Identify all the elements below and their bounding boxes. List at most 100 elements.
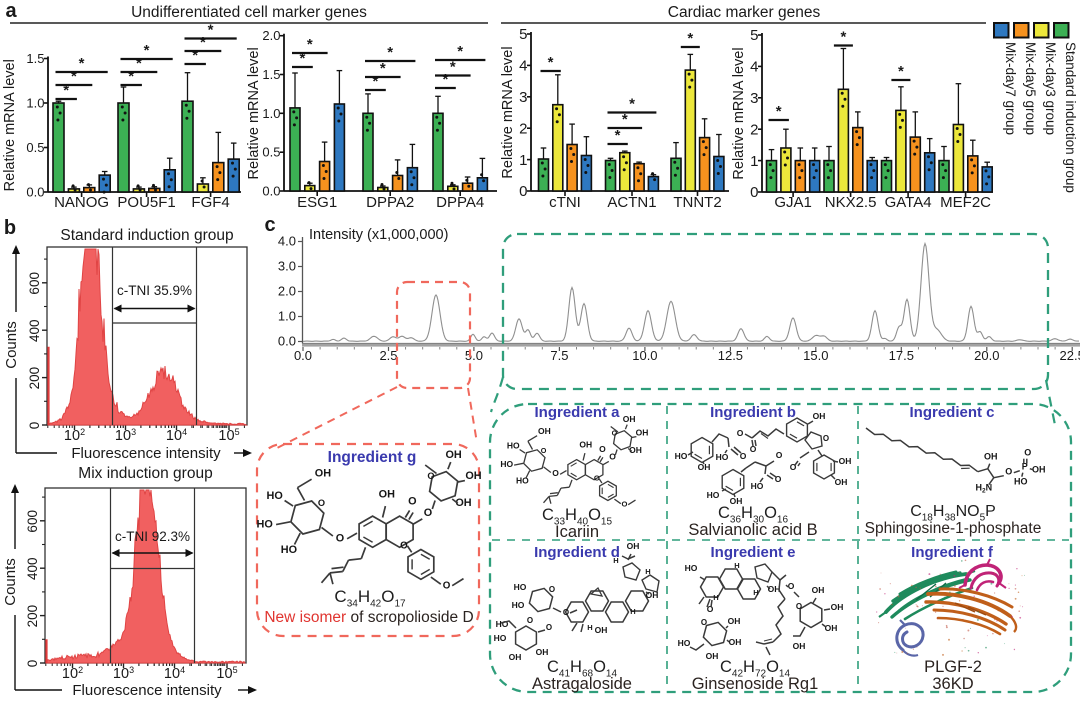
svg-text:1.0: 1.0 bbox=[262, 106, 280, 121]
svg-text:O: O bbox=[737, 428, 744, 438]
svg-text:HO: HO bbox=[675, 451, 688, 461]
svg-text:c-TNI 35.9%: c-TNI 35.9% bbox=[117, 283, 192, 298]
svg-text:2.5: 2.5 bbox=[379, 348, 397, 363]
svg-text:DPPA2: DPPA2 bbox=[366, 194, 414, 211]
svg-text:102: 102 bbox=[62, 665, 83, 682]
svg-text:*: * bbox=[136, 55, 142, 72]
svg-text:Mix-day5 group: Mix-day5 group bbox=[1023, 42, 1038, 135]
svg-text:*: * bbox=[380, 60, 386, 77]
svg-text:H: H bbox=[753, 588, 758, 597]
svg-text:Ingredient a: Ingredient a bbox=[534, 404, 620, 421]
svg-text:103: 103 bbox=[115, 427, 136, 444]
svg-text:OH: OH bbox=[629, 445, 642, 455]
svg-text:HO: HO bbox=[494, 633, 507, 643]
svg-text:*: * bbox=[840, 29, 846, 46]
svg-text:Standard induction group: Standard induction group bbox=[60, 227, 233, 244]
svg-text:OH: OH bbox=[839, 456, 852, 466]
svg-text:cTNI: cTNI bbox=[549, 194, 581, 211]
svg-text:OH: OH bbox=[379, 489, 395, 501]
svg-text:Salvianolic acid B: Salvianolic acid B bbox=[688, 521, 817, 539]
svg-text:O: O bbox=[1024, 448, 1031, 458]
svg-text:OH: OH bbox=[579, 440, 592, 450]
svg-text:OH: OH bbox=[623, 414, 636, 424]
svg-text:*: * bbox=[450, 59, 456, 76]
svg-text:c: c bbox=[264, 214, 275, 236]
svg-text:0: 0 bbox=[750, 184, 758, 201]
svg-text:NKX2.5: NKX2.5 bbox=[825, 194, 877, 211]
svg-text:O: O bbox=[563, 608, 569, 617]
svg-text:*: * bbox=[387, 44, 393, 61]
svg-text:Icariin: Icariin bbox=[555, 523, 599, 541]
svg-text:OH: OH bbox=[509, 652, 522, 662]
svg-text:3: 3 bbox=[519, 89, 527, 106]
svg-text:H: H bbox=[587, 623, 592, 632]
svg-text:*: * bbox=[629, 96, 635, 113]
svg-text:O: O bbox=[424, 507, 432, 519]
svg-text:4.0: 4.0 bbox=[278, 234, 296, 249]
svg-text:HO: HO bbox=[500, 459, 513, 469]
svg-text:Fluorescence intensity: Fluorescence intensity bbox=[72, 682, 222, 699]
svg-text:OH: OH bbox=[831, 602, 844, 612]
svg-text:OH: OH bbox=[595, 625, 608, 635]
svg-text:O: O bbox=[599, 444, 606, 454]
svg-text:Counts: Counts bbox=[3, 321, 20, 369]
svg-text:O: O bbox=[594, 474, 600, 483]
svg-text:HO: HO bbox=[514, 582, 527, 592]
svg-text:Intensity (x1,000,000): Intensity (x1,000,000) bbox=[309, 227, 448, 243]
svg-text:O: O bbox=[823, 434, 829, 443]
svg-text:PLGF-2: PLGF-2 bbox=[924, 658, 982, 676]
svg-text:HO: HO bbox=[267, 490, 283, 502]
svg-text:105: 105 bbox=[216, 665, 237, 682]
svg-text:O: O bbox=[609, 452, 616, 462]
svg-text:200: 200 bbox=[27, 367, 42, 390]
svg-text:2: 2 bbox=[519, 120, 527, 137]
svg-text:5.0: 5.0 bbox=[465, 348, 483, 363]
svg-text:HO: HO bbox=[257, 518, 273, 530]
svg-text:ESG1: ESG1 bbox=[297, 194, 337, 211]
svg-text:c-TNI 92.3%: c-TNI 92.3% bbox=[115, 529, 190, 544]
svg-text:HO: HO bbox=[1014, 477, 1028, 487]
svg-text:*: * bbox=[898, 63, 904, 80]
svg-text:0: 0 bbox=[27, 422, 42, 430]
svg-text:OH: OH bbox=[730, 496, 743, 506]
svg-text:O: O bbox=[546, 623, 552, 632]
svg-text:*: * bbox=[144, 42, 150, 59]
svg-text:O: O bbox=[790, 462, 797, 472]
svg-text:O: O bbox=[541, 446, 547, 455]
svg-text:OH: OH bbox=[627, 541, 640, 551]
svg-text:1.0: 1.0 bbox=[26, 96, 44, 111]
svg-text:O: O bbox=[443, 581, 451, 592]
svg-text:O: O bbox=[775, 474, 782, 484]
svg-text:*: * bbox=[128, 68, 134, 85]
svg-text:1.5: 1.5 bbox=[26, 51, 44, 66]
svg-text:OH: OH bbox=[728, 616, 741, 626]
svg-text:Fluorescence intensity: Fluorescence intensity bbox=[71, 445, 221, 462]
svg-text:Ingredient b: Ingredient b bbox=[710, 404, 796, 421]
svg-text:O: O bbox=[796, 602, 802, 611]
svg-text:O: O bbox=[408, 496, 416, 508]
svg-text:0.0: 0.0 bbox=[262, 184, 280, 199]
svg-text:Ingredient e: Ingredient e bbox=[710, 544, 795, 561]
svg-text:*: * bbox=[200, 34, 206, 51]
svg-text:5: 5 bbox=[750, 27, 758, 44]
svg-text:0.0: 0.0 bbox=[294, 348, 312, 363]
svg-text:*: * bbox=[776, 103, 782, 120]
svg-text:*: * bbox=[299, 50, 305, 67]
svg-text:Ingredient c: Ingredient c bbox=[909, 404, 994, 421]
svg-text:HO: HO bbox=[516, 476, 529, 486]
svg-text:2.0: 2.0 bbox=[278, 284, 296, 299]
svg-text:*: * bbox=[307, 36, 313, 53]
svg-text:*: * bbox=[71, 68, 77, 85]
svg-text:P: P bbox=[1022, 462, 1028, 472]
svg-text:Ingredient g: Ingredient g bbox=[328, 449, 417, 466]
svg-text:*: * bbox=[457, 43, 463, 60]
svg-text:OH: OH bbox=[445, 449, 461, 461]
svg-text:O: O bbox=[527, 616, 533, 625]
svg-text:OH: OH bbox=[825, 623, 838, 633]
svg-text:7.5: 7.5 bbox=[550, 348, 568, 363]
svg-text:2: 2 bbox=[750, 121, 758, 138]
svg-text:Relative mRNA level: Relative mRNA level bbox=[246, 47, 262, 179]
svg-text:Cardiac marker genes: Cardiac marker genes bbox=[668, 4, 821, 21]
svg-text:*: * bbox=[615, 127, 621, 144]
svg-text:OH: OH bbox=[455, 497, 471, 509]
